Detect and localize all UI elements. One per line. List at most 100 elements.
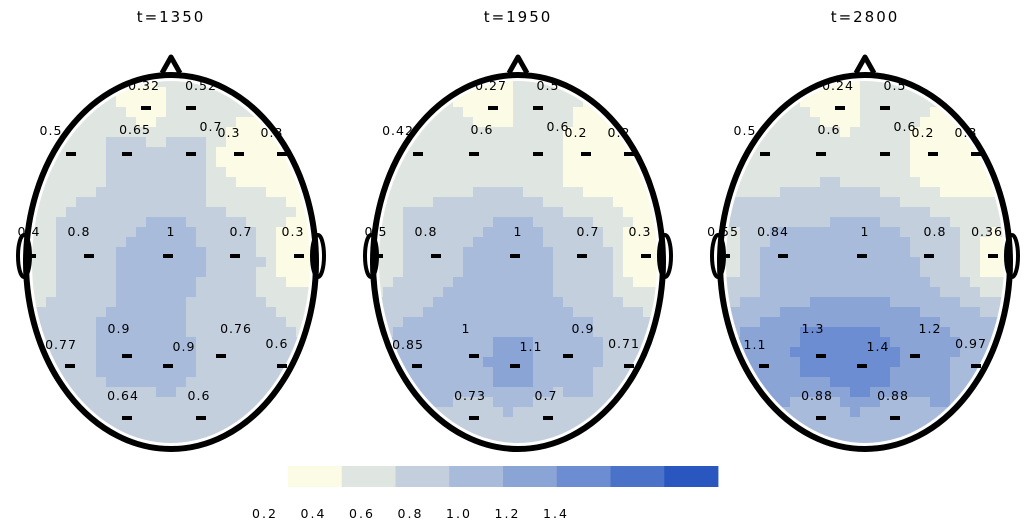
heatmap-cell bbox=[423, 167, 434, 178]
heatmap-cell bbox=[403, 187, 414, 198]
heatmap-cell bbox=[890, 117, 901, 128]
heatmap-cell bbox=[603, 147, 614, 158]
heatmap-cell bbox=[196, 257, 207, 268]
heatmap-cell bbox=[493, 367, 504, 378]
heatmap-cell bbox=[980, 337, 991, 348]
heatmap-cell bbox=[790, 197, 801, 208]
heatmap-cell bbox=[156, 237, 167, 248]
heatmap-cell bbox=[613, 137, 624, 148]
heatmap-cell bbox=[296, 417, 307, 428]
heatmap-cell bbox=[970, 437, 981, 443]
heatmap-cell bbox=[176, 177, 187, 188]
heatmap-cell bbox=[740, 427, 751, 438]
heatmap-cell bbox=[286, 287, 297, 298]
heatmap-cell bbox=[86, 167, 97, 178]
heatmap-cell bbox=[176, 81, 187, 88]
heatmap-cell bbox=[860, 87, 871, 98]
heatmap-cell bbox=[46, 297, 57, 308]
heatmap-cell bbox=[850, 177, 861, 188]
heatmap-cell bbox=[433, 207, 444, 218]
heatmap-cell bbox=[980, 257, 991, 268]
heatmap-cell bbox=[86, 317, 97, 328]
heatmap-cell bbox=[583, 127, 594, 138]
heatmap-cell bbox=[246, 187, 257, 198]
heatmap-cell bbox=[186, 207, 197, 218]
sensor-marker bbox=[928, 152, 938, 156]
heatmap-cell bbox=[256, 297, 267, 308]
heatmap-cell bbox=[860, 257, 871, 268]
heatmap-cell bbox=[810, 357, 821, 368]
heatmap-cell bbox=[930, 357, 941, 368]
sensor-marker bbox=[66, 152, 76, 156]
heatmap-cell bbox=[780, 237, 791, 248]
heatmap-cell bbox=[553, 107, 564, 118]
heatmap-cell bbox=[870, 437, 881, 443]
heatmap-cell bbox=[266, 337, 277, 348]
heatmap-cell bbox=[890, 177, 901, 188]
heatmap-cell bbox=[276, 277, 287, 288]
heatmap-cell bbox=[76, 257, 87, 268]
heatmap-cell bbox=[136, 217, 147, 228]
heatmap-cell bbox=[126, 217, 137, 228]
heatmap-cell bbox=[910, 137, 921, 148]
heatmap-cell bbox=[880, 127, 891, 138]
heatmap-cell bbox=[623, 357, 634, 368]
heatmap-cell bbox=[513, 127, 524, 138]
heatmap-cell bbox=[760, 377, 771, 388]
heatmap-cell bbox=[800, 327, 811, 338]
heatmap-cell bbox=[186, 187, 197, 198]
heatmap-cell bbox=[176, 217, 187, 228]
heatmap-cell bbox=[423, 307, 434, 318]
heatmap-cell bbox=[543, 387, 554, 398]
heatmap-cell bbox=[583, 297, 594, 308]
heatmap-cell bbox=[226, 377, 237, 388]
heatmap-cell bbox=[493, 177, 504, 188]
heatmap-cell bbox=[960, 347, 971, 358]
heatmap-cell bbox=[740, 237, 751, 248]
heatmap-cell bbox=[613, 427, 624, 438]
heatmap-cell bbox=[206, 117, 217, 128]
heatmap-cell bbox=[513, 437, 524, 443]
heatmap-cell bbox=[166, 317, 177, 328]
heatmap-cell bbox=[493, 317, 504, 328]
heatmap-cell bbox=[543, 97, 554, 108]
heatmap-cell bbox=[226, 81, 237, 88]
heatmap-cell bbox=[593, 81, 604, 88]
heatmap-cell bbox=[473, 227, 484, 238]
heatmap-cell bbox=[523, 437, 534, 443]
heatmap-cell bbox=[940, 297, 951, 308]
heatmap-cell bbox=[186, 427, 197, 438]
heatmap-cell bbox=[473, 287, 484, 298]
heatmap-cell bbox=[76, 87, 87, 98]
heatmap-cell bbox=[760, 307, 771, 318]
heatmap-cell bbox=[613, 157, 624, 168]
heatmap-cell bbox=[483, 357, 494, 368]
heatmap-cell bbox=[533, 347, 544, 358]
heatmap-cell bbox=[379, 277, 384, 288]
heatmap-cell bbox=[980, 237, 991, 248]
sensor-marker bbox=[988, 254, 998, 258]
heatmap-cell bbox=[633, 337, 644, 348]
heatmap-cell bbox=[503, 87, 514, 98]
heatmap-cell bbox=[393, 317, 404, 328]
heatmap-cell bbox=[583, 207, 594, 218]
heatmap-cell bbox=[513, 217, 524, 228]
heatmap-cell bbox=[533, 187, 544, 198]
heatmap-cell bbox=[960, 247, 971, 258]
heatmap-cell bbox=[96, 167, 107, 178]
heatmap-cell bbox=[760, 267, 771, 278]
heatmap-cell bbox=[740, 437, 751, 443]
heatmap-cell bbox=[740, 257, 751, 268]
heatmap-cell bbox=[533, 387, 544, 398]
heatmap-cell bbox=[603, 377, 614, 388]
heatmap-cell bbox=[226, 367, 237, 378]
heatmap-cell bbox=[86, 197, 97, 208]
heatmap-cell bbox=[930, 317, 941, 328]
heatmap-cell bbox=[236, 197, 247, 208]
heatmap-cell bbox=[653, 277, 657, 288]
heatmap-cell bbox=[413, 157, 424, 168]
heatmap-cell bbox=[186, 287, 197, 298]
heatmap-cell bbox=[32, 347, 37, 358]
heatmap-cell bbox=[433, 277, 444, 288]
heatmap-cell bbox=[136, 407, 147, 418]
